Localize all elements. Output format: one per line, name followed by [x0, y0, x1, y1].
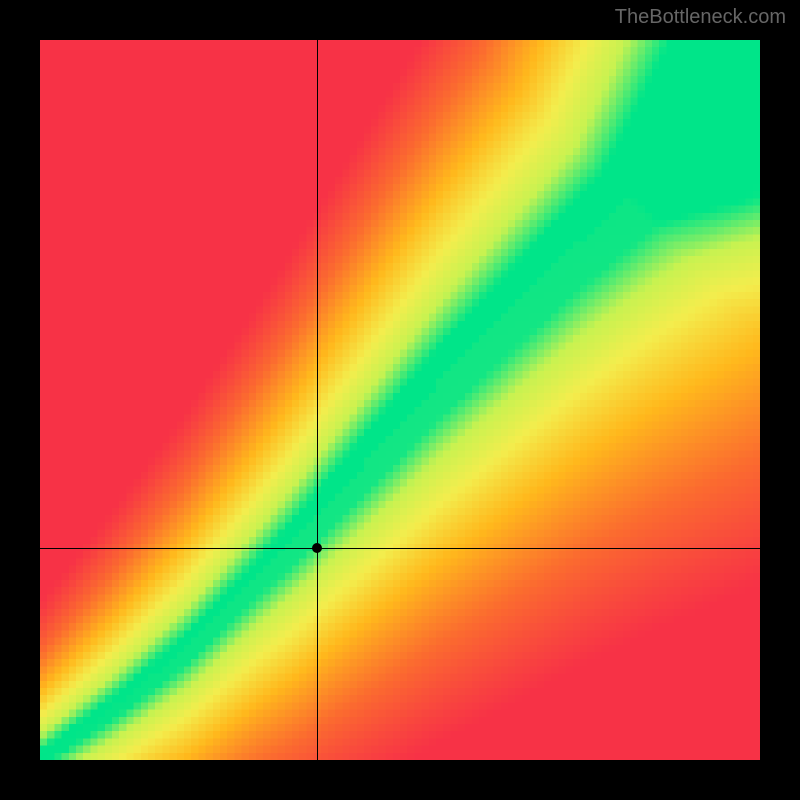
heatmap-canvas	[40, 40, 760, 760]
watermark-text: TheBottleneck.com	[615, 6, 786, 29]
crosshair-horizontal	[40, 548, 760, 549]
crosshair-vertical	[317, 40, 318, 760]
heatmap-plot	[40, 40, 760, 760]
crosshair-marker	[312, 543, 322, 553]
chart-container: TheBottleneck.com	[0, 0, 800, 800]
